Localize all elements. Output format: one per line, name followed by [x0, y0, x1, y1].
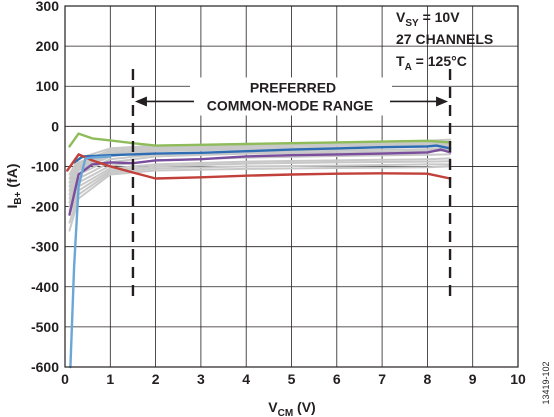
x-tick-label: 1	[106, 371, 114, 387]
range-arrow-left-head	[134, 96, 147, 107]
series-line-red-3	[66, 153, 452, 180]
series-line-gray-6	[68, 149, 452, 204]
condition-channels: 27 CHANNELS	[396, 31, 493, 47]
y-tick-label: -600	[31, 359, 59, 375]
y-tick-label: 100	[36, 78, 60, 94]
x-tick-label: 4	[242, 371, 250, 387]
x-tick-label: 7	[378, 371, 386, 387]
series-line-gray-17	[68, 160, 452, 216]
series-line-lightblue-4	[69, 155, 112, 369]
y-tick-label: -400	[31, 279, 59, 295]
y-tick-label: 0	[51, 118, 59, 134]
series-line-gray-10	[68, 163, 452, 224]
range-label-line2: COMMON-MODE RANGE	[207, 97, 373, 113]
x-tick-label: 5	[288, 371, 296, 387]
y-tick-label: -500	[31, 319, 59, 335]
x-tick-label: 3	[197, 371, 205, 387]
series-line-green-0	[68, 132, 452, 148]
x-tick-label: 6	[333, 371, 341, 387]
x-tick-label: 2	[152, 371, 160, 387]
tick-labels: 0 1 2 3 4 5 6 7 8 9 10 300 200 100 0 -100 -200 -300 -400 -5…	[31, 0, 526, 387]
y-axis-label: IB+ (fA)	[4, 164, 24, 209]
y-tick-label: 200	[36, 38, 60, 54]
x-axis-label: VCM (V)	[268, 399, 315, 417]
condition-temperature: TA = 125°C	[396, 53, 467, 73]
x-tick-label: 9	[469, 371, 477, 387]
series-line-purple-2	[68, 148, 452, 216]
x-tick-label: 8	[424, 371, 432, 387]
y-tick-label: -100	[31, 158, 59, 174]
x-tick-label: 10	[510, 371, 526, 387]
range-arrow-right-head	[436, 96, 449, 107]
series-line-blue-1	[72, 144, 452, 164]
figure-id: 13419-102	[541, 361, 551, 404]
preferred-range-annotation: PREFERRED COMMON-MODE RANGE	[131, 69, 452, 299]
series-line-gray-8	[68, 157, 452, 212]
y-tick-label: -300	[31, 239, 59, 255]
y-tick-label: 300	[36, 0, 60, 14]
range-label-background	[190, 77, 392, 116]
x-tick-label: 0	[61, 371, 69, 387]
plot-frame	[64, 5, 519, 368]
series-line-gray-15	[68, 165, 452, 232]
condition-supply-voltage: VSY = 10V	[396, 9, 460, 29]
y-tick-label: -200	[31, 199, 59, 215]
range-label-line1: PREFERRED	[250, 79, 336, 95]
series-layer	[66, 132, 452, 369]
